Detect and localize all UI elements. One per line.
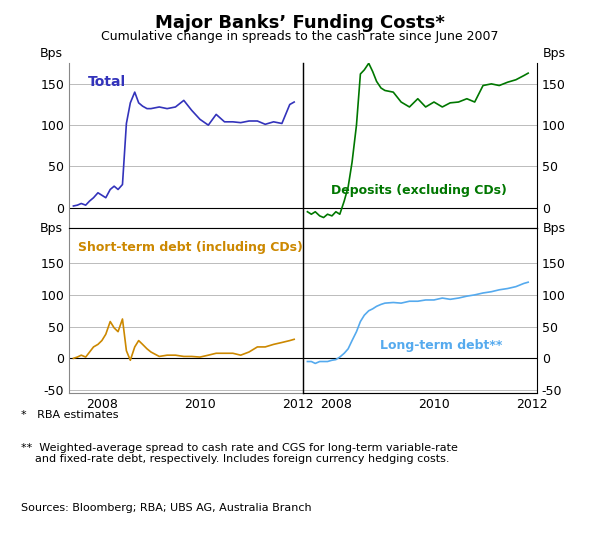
- Text: Bps: Bps: [543, 47, 566, 60]
- Text: Total: Total: [88, 75, 126, 89]
- Text: Major Banks’ Funding Costs*: Major Banks’ Funding Costs*: [155, 14, 445, 32]
- Text: **  Weighted-average spread to cash rate and CGS for long-term variable-rate
   : ** Weighted-average spread to cash rate …: [21, 443, 458, 464]
- Text: Long-term debt**: Long-term debt**: [380, 339, 503, 352]
- Text: Cumulative change in spreads to the cash rate since June 2007: Cumulative change in spreads to the cash…: [101, 30, 499, 43]
- Text: Bps: Bps: [543, 222, 566, 235]
- Text: Sources: Bloomberg; RBA; UBS AG, Australia Branch: Sources: Bloomberg; RBA; UBS AG, Austral…: [21, 503, 311, 513]
- Text: Bps: Bps: [40, 222, 63, 235]
- Text: Bps: Bps: [40, 47, 63, 60]
- Text: Short-term debt (including CDs): Short-term debt (including CDs): [79, 241, 303, 255]
- Text: *   RBA estimates: * RBA estimates: [21, 410, 119, 420]
- Text: Deposits (excluding CDs): Deposits (excluding CDs): [331, 184, 507, 197]
